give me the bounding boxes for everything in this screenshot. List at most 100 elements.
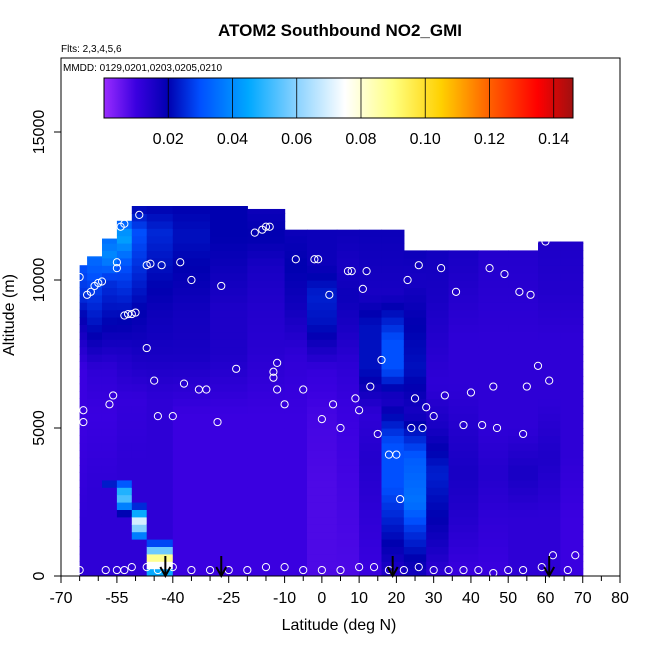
heatmap-cell [146, 398, 174, 407]
heatmap-cell [131, 442, 148, 451]
heatmap-cell [131, 294, 148, 303]
heatmap-cell [381, 494, 405, 503]
heatmap-cell [403, 361, 427, 370]
heatmap-cell [284, 405, 308, 414]
heatmap-cell [116, 376, 133, 385]
heatmap-cell [79, 413, 88, 422]
heatmap-cell [403, 450, 427, 459]
heatmap-cell [359, 339, 383, 348]
heatmap-cell [538, 317, 561, 325]
heatmap-cell [560, 272, 584, 281]
heatmap-cell [131, 220, 148, 229]
observation-point [187, 565, 196, 575]
heatmap-cell [101, 257, 118, 266]
heatmap-cell [403, 457, 427, 466]
heatmap-cell [381, 235, 405, 244]
heatmap-cell [560, 241, 584, 244]
heatmap-cell [336, 502, 360, 510]
heatmap-cell [146, 487, 174, 496]
heatmap-cell [403, 405, 427, 414]
heatmap-cell [448, 354, 479, 362]
heatmap-cell [116, 250, 133, 259]
heatmap-cell [508, 465, 539, 473]
heatmap-cell [79, 420, 88, 429]
heatmap-cell [426, 472, 450, 481]
heatmap-cell [478, 302, 509, 311]
heatmap-cell [146, 309, 174, 318]
heatmap-cell [116, 524, 133, 533]
heatmap-cell [560, 531, 584, 540]
heatmap-cell [403, 272, 427, 281]
heatmap-cell [146, 228, 174, 237]
heatmap-cell [131, 561, 148, 570]
heatmap-cell [426, 450, 450, 459]
heatmap-cell [79, 516, 88, 525]
heatmap-cell [560, 450, 584, 459]
heatmap-cell [538, 346, 561, 355]
heatmap-cell [87, 524, 103, 533]
observation-point [146, 259, 155, 268]
observation-point [131, 308, 140, 317]
heatmap-cell [448, 405, 479, 414]
observation-point [299, 385, 308, 394]
heatmap-cell [336, 413, 360, 422]
heatmap-cell [116, 235, 133, 244]
heatmap-cell [116, 420, 133, 429]
heatmap-cell [508, 568, 539, 576]
heatmap-cell [146, 376, 174, 385]
heatmap-cell [210, 479, 248, 488]
heatmap-cell [131, 435, 148, 444]
heatmap-cell [478, 294, 509, 303]
heatmap-cell [306, 524, 338, 533]
heatmap-cell [336, 516, 360, 525]
heatmap-cell [336, 302, 360, 311]
heatmap-cell [284, 413, 308, 422]
heatmap-cell [381, 265, 405, 274]
heatmap-cell [172, 509, 211, 518]
heatmap-cell [508, 324, 539, 333]
heatmap-cell [101, 546, 118, 555]
heatmap-cell [87, 428, 103, 436]
observation-point [466, 388, 476, 397]
heatmap-cell [478, 516, 509, 525]
heatmap-cell [101, 368, 118, 377]
heatmap-cell [101, 346, 118, 355]
observation-point [79, 406, 88, 415]
heatmap-cell [172, 213, 211, 222]
observation-point [571, 551, 580, 560]
heatmap-cell [101, 317, 118, 325]
heatmap-cell [87, 531, 103, 540]
heatmap-cell [146, 524, 174, 533]
heatmap-cell [381, 361, 405, 370]
heatmap-cell [210, 405, 248, 414]
heatmap-cell [560, 265, 584, 274]
heatmap-cell [284, 376, 308, 385]
heatmap-cell [560, 494, 584, 503]
heatmap-cell [210, 509, 248, 518]
heatmap-cell [403, 354, 427, 362]
heatmap-cell [284, 287, 308, 296]
heatmap-cell [538, 450, 561, 459]
heatmap-cell [116, 391, 133, 399]
heatmap-cell [284, 553, 308, 562]
heatmap-cell [381, 317, 405, 325]
heatmap-cell [87, 487, 103, 496]
heatmap-cell [79, 465, 88, 473]
heatmap-cell [87, 339, 103, 348]
heatmap-cell [426, 331, 450, 340]
heatmap-cell [478, 487, 509, 496]
heatmap-cell [131, 405, 148, 414]
heatmap-cell [101, 568, 118, 576]
heatmap-cell [87, 568, 103, 576]
heatmap-cell [247, 442, 286, 451]
heatmap-cell [146, 479, 174, 488]
heatmap-cell [448, 383, 479, 392]
heatmap-cell [247, 280, 286, 288]
heatmap-cell [101, 272, 118, 281]
heatmap-cell [560, 479, 584, 488]
heatmap-cell [426, 280, 450, 288]
heatmap-cell [508, 317, 539, 325]
heatmap-cell [426, 494, 450, 503]
heatmap-cell [146, 391, 174, 399]
